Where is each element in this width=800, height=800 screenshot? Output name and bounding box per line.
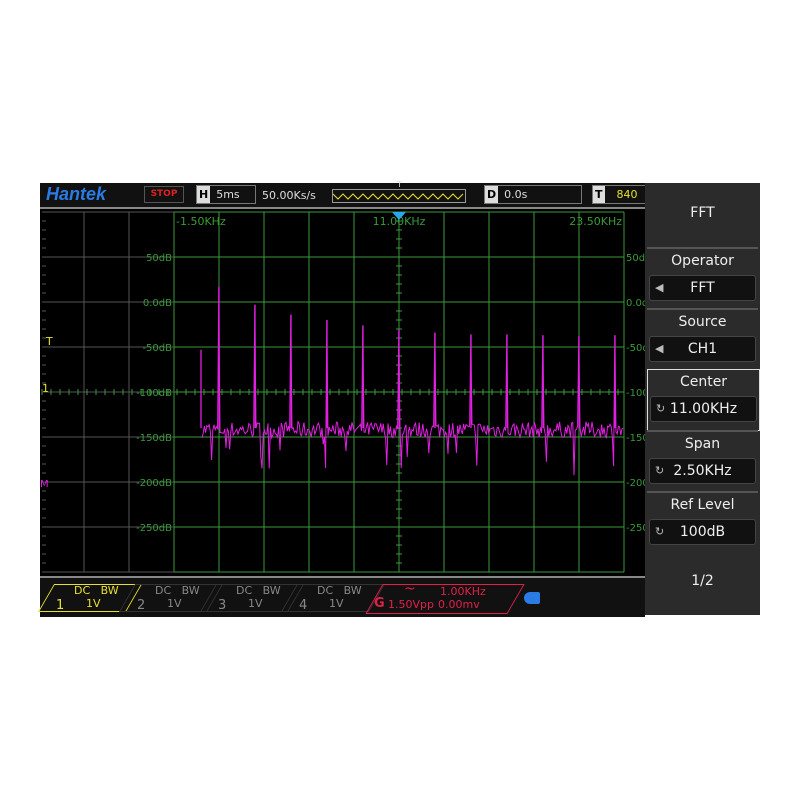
brand-logo: Hantek — [46, 184, 107, 204]
generator-label: G — [374, 596, 385, 611]
menu-item-label: Center — [679, 374, 728, 390]
coupling: DC BW — [155, 584, 200, 597]
menu-item-value[interactable]: ↻ 2.50KHz — [649, 458, 756, 484]
generator-offset: 0.00mv — [438, 598, 480, 611]
waveform-overview — [332, 189, 466, 203]
menu-item-label: Ref Level — [670, 497, 735, 513]
vertical-scale: 1V — [86, 597, 101, 610]
center-marker-icon[interactable] — [392, 212, 406, 220]
sample-rate: 50.00Ks/s — [262, 189, 316, 202]
value-text: CH1 — [687, 341, 718, 357]
y-tick-label-right: 50dB — [626, 253, 645, 264]
y-tick-label: -200dB — [136, 478, 172, 489]
channel-number: 1 — [56, 598, 65, 613]
menu-item-ref-level[interactable]: Ref Level ↻ 100dB — [647, 491, 758, 553]
run-state-badge[interactable]: STOP — [144, 186, 184, 203]
vertical-scale: 1V — [167, 597, 182, 610]
left-arrow-icon: ◀ — [655, 281, 664, 294]
generator-frequency: 1.00KHz — [440, 585, 486, 598]
math-marker[interactable]: M — [40, 479, 49, 490]
channel-number: 3 — [218, 598, 227, 613]
value-text: 2.50KHz — [673, 463, 732, 479]
menu-item-operator[interactable]: Operator ◀ FFT — [647, 247, 758, 309]
knob-icon: ↻ — [656, 402, 666, 415]
y-tick-label-right: -150dB — [626, 433, 645, 444]
fft-trace — [201, 286, 624, 476]
d-value: 0.0s — [504, 188, 528, 201]
menu-item-label: Span — [684, 436, 721, 452]
y-tick-label: -50dB — [142, 343, 172, 354]
menu-item-span[interactable]: Span ↻ 2.50KHz — [647, 430, 758, 492]
vertical-scale: 1V — [248, 597, 263, 610]
y-tick-label-right: -200dB — [626, 478, 645, 489]
y-tick-label: -250dB — [136, 523, 172, 534]
fft-menu: FFT Operator ◀ FFT Source ◀ CH1 Center ↻ 11.00KH… — [645, 183, 760, 615]
channel-2-status[interactable]: 2 DC BW 1V — [118, 584, 224, 613]
y-tick-label-right: -50dB — [626, 343, 645, 354]
trigger-marker[interactable]: T — [45, 335, 53, 348]
y-tick-label-right: -100dB — [626, 388, 645, 399]
menu-item-value[interactable]: ◀ FFT — [649, 275, 756, 301]
vertical-scale: 1V — [329, 597, 344, 610]
t-label: T — [593, 186, 605, 203]
fft-plot: -1.50KHz 11.00KHz 23.50KHz 50dB 50dB 0.0dB 0.0… — [40, 211, 645, 573]
channel-number: 2 — [137, 598, 146, 613]
channel-1-status[interactable]: 1 DC BW 1V — [37, 584, 143, 613]
menu-item-label: Operator — [671, 253, 734, 269]
channel-4-status[interactable]: 4 DC BW 1V — [280, 584, 386, 613]
x-tick-label: -1.50KHz — [176, 215, 226, 228]
value-text: FFT — [690, 280, 715, 296]
generator-amplitude: 1.50Vpp — [388, 598, 434, 611]
knob-icon: ↻ — [655, 525, 665, 538]
usb-icon — [524, 592, 540, 604]
sine-icon: ~ — [404, 581, 416, 597]
menu-item-value[interactable]: ◀ CH1 — [649, 336, 756, 362]
h-label: H — [197, 186, 211, 203]
trigger-level[interactable]: T 840 — [592, 185, 653, 204]
status-bar: Hantek STOP H 5ms 50.00Ks/s T D 0.0s T 840 — [40, 180, 653, 209]
t-value: 840 — [616, 188, 638, 201]
oscilloscope-screen: Hantek STOP H 5ms 50.00Ks/s T D 0.0s T 840 … — [37, 180, 760, 617]
x-tick-label: 11.00KHz — [373, 215, 426, 228]
horizontal-scale[interactable]: H 5ms — [196, 185, 256, 204]
knob-icon: ↻ — [655, 464, 665, 477]
coupling: DC BW — [74, 584, 119, 597]
channel-3-status[interactable]: 3 DC BW 1V — [199, 584, 305, 613]
menu-item-value[interactable]: ↻ 11.00KHz — [650, 396, 757, 422]
coupling: DC BW — [317, 584, 362, 597]
menu-item-center[interactable]: Center ↻ 11.00KHz — [647, 369, 760, 431]
y-tick-label: -100dB — [136, 388, 172, 399]
menu-item-source[interactable]: Source ◀ CH1 — [647, 308, 758, 370]
y-tick-label-right: -250dB — [626, 523, 645, 534]
left-arrow-icon: ◀ — [655, 342, 664, 355]
x-tick-label: 23.50KHz — [569, 215, 622, 228]
y-tick-label: -150dB — [136, 433, 172, 444]
menu-title: FFT — [690, 205, 715, 221]
ch1-marker[interactable]: 1 — [42, 382, 49, 395]
d-label: D — [485, 186, 499, 203]
menu-item-label: Source — [678, 314, 727, 330]
y-tick-label-right: 0.0dB — [626, 298, 645, 309]
menu-page[interactable]: 1/2 — [691, 573, 714, 589]
trigger-position-marker: T — [397, 180, 402, 189]
y-tick-label: 50dB — [146, 253, 172, 264]
h-value: 5ms — [216, 188, 240, 201]
y-tick-label: 0.0dB — [143, 298, 172, 309]
menu-item-value[interactable]: ↻ 100dB — [649, 519, 756, 545]
coupling: DC BW — [236, 584, 281, 597]
value-text: 100dB — [679, 524, 726, 540]
value-text: 11.00KHz — [669, 401, 738, 417]
channel-number: 4 — [299, 598, 308, 613]
delay[interactable]: D 0.0s — [484, 185, 582, 204]
channel-bar: 1 DC BW 1V 2 DC BW 1V 3 DC BW 1V 4 DC BW 1V G ~ 1.0… — [37, 576, 645, 617]
